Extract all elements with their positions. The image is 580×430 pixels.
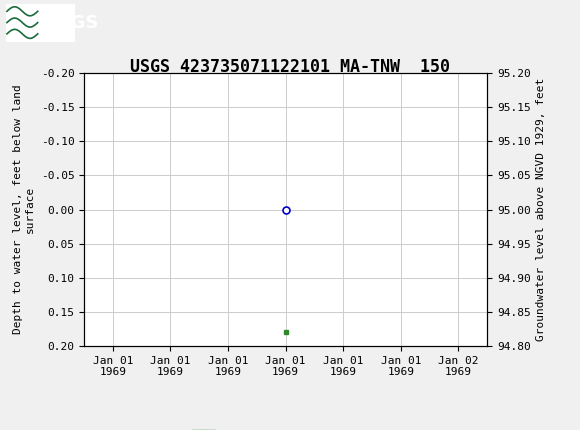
Y-axis label: Groundwater level above NGVD 1929, feet: Groundwater level above NGVD 1929, feet bbox=[536, 78, 546, 341]
Text: USGS 423735071122101 MA-TNW  150: USGS 423735071122101 MA-TNW 150 bbox=[130, 58, 450, 76]
Y-axis label: Depth to water level, feet below land
surface: Depth to water level, feet below land su… bbox=[13, 85, 35, 335]
Legend: Period of approved data: Period of approved data bbox=[188, 425, 383, 430]
FancyBboxPatch shape bbox=[6, 3, 75, 42]
Text: USGS: USGS bbox=[44, 14, 99, 31]
